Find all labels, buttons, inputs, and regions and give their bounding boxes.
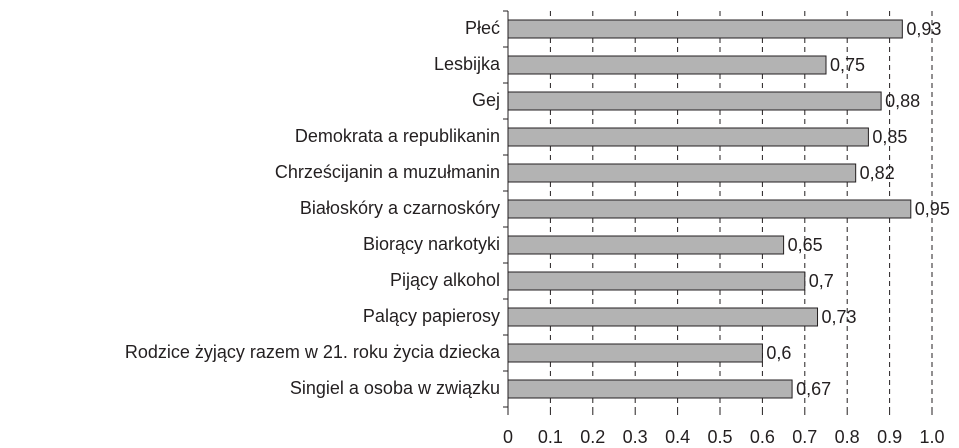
x-tick-label: 0.8 (835, 427, 860, 447)
data-label: 0,75 (830, 55, 865, 75)
data-label: 0,93 (906, 19, 941, 39)
bar (507, 343, 763, 363)
y-tick-label: Pijący alkohol (390, 270, 500, 290)
y-tick-label: Chrześcijanin a muzułmanin (275, 162, 500, 182)
y-tick-label: Lesbijka (434, 54, 501, 74)
data-label: 0,6 (766, 343, 791, 363)
data-label: 0,65 (788, 235, 823, 255)
y-tick-label: Gej (472, 90, 500, 110)
bar (507, 127, 869, 147)
y-tick-label: Palący papierosy (363, 306, 500, 326)
data-label: 0,88 (885, 91, 920, 111)
bar (507, 55, 827, 75)
data-label: 0,85 (872, 127, 907, 147)
y-tick-label: Biorący narkotyki (363, 234, 500, 254)
data-label: 0,82 (860, 163, 895, 183)
x-tick-label: 0.1 (538, 427, 563, 447)
y-tick-label: Białoskóry a czarnoskóry (300, 198, 500, 218)
x-tick-label: 0.5 (707, 427, 732, 447)
y-tick-label: Rodzice żyjący razem w 21. roku życia dz… (125, 342, 501, 362)
bar (507, 91, 882, 111)
data-label: 0,73 (822, 307, 857, 327)
x-tick-label: 1.0 (919, 427, 944, 447)
x-tick-label: 0.6 (750, 427, 775, 447)
bar (507, 307, 819, 327)
y-tick-label: Płeć (465, 18, 500, 38)
bar (507, 19, 903, 39)
y-tick-label: Demokrata a republikanin (295, 126, 500, 146)
data-label: 0,7 (809, 271, 834, 291)
bar (507, 379, 793, 399)
bar (507, 199, 912, 219)
data-label: 0,95 (915, 199, 950, 219)
x-tick-label: 0.4 (665, 427, 690, 447)
x-tick-label: 0.9 (877, 427, 902, 447)
x-tick-label: 0.3 (623, 427, 648, 447)
x-tick-label: 0 (503, 427, 513, 447)
x-tick-label: 0.7 (792, 427, 817, 447)
bar (507, 271, 806, 291)
x-tick-label: 0.2 (580, 427, 605, 447)
bar (507, 163, 857, 183)
bar (507, 235, 785, 255)
data-label: 0,67 (796, 379, 831, 399)
y-tick-label: Singiel a osoba w związku (290, 378, 500, 398)
